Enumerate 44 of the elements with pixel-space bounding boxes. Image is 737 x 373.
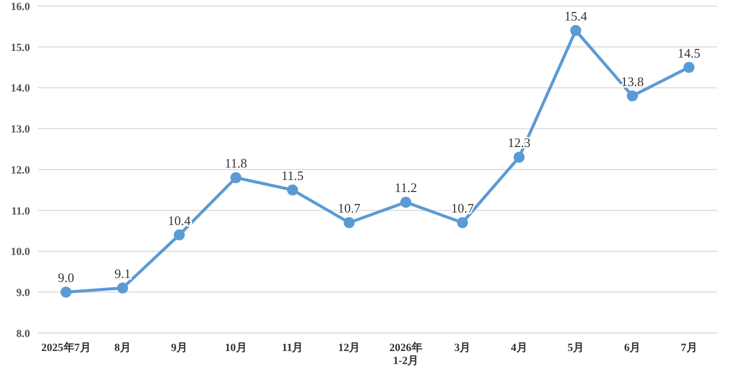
point (287, 184, 298, 196)
point (400, 196, 412, 208)
data-label: 13.8 (620, 74, 644, 89)
x-tick-label: 8月 (114, 342, 131, 354)
y-tick-label: 16.0 (10, 0, 30, 13)
x-tick-label: 11月 (282, 342, 304, 354)
point (174, 229, 185, 240)
y-tick-label: 12.0 (10, 164, 30, 176)
x-tick-label: 6月 (624, 342, 641, 354)
x-tick-label: 7月 (680, 342, 698, 354)
x-tick-label: 4月 (510, 342, 528, 354)
point (514, 152, 525, 163)
point (344, 217, 355, 228)
y-tick-label: 13.0 (10, 124, 30, 136)
data-label: 11.2 (394, 180, 417, 196)
x-tick-label: 10月 (224, 342, 247, 354)
y-tick-label: 9.0 (16, 287, 30, 300)
point (60, 286, 72, 298)
point (456, 217, 468, 228)
data-label: 10.7 (338, 200, 362, 216)
x-tick-label: 2026年 1-2月 (389, 341, 422, 367)
point (117, 282, 128, 294)
data-label: 14.5 (678, 45, 700, 60)
data-label: 10.4 (168, 212, 192, 228)
x-tick-label: 3月 (454, 342, 471, 354)
x-tick-label: 5月 (567, 342, 584, 354)
x-tick-label: 2025年7月 (41, 341, 91, 354)
point (684, 62, 694, 73)
y-tick-label: 11.0 (11, 205, 30, 218)
point (570, 25, 582, 36)
y-tick-label: 8.0 (16, 328, 30, 340)
data-label: 9.1 (114, 266, 131, 282)
x-tick-label: 9月 (171, 342, 188, 354)
point (230, 172, 242, 184)
y-tick-label: 15.0 (10, 42, 30, 54)
x-tick-label: 12月 (338, 342, 360, 354)
y-tick-label: 14.0 (10, 82, 30, 95)
data-label: 9.0 (58, 270, 74, 286)
y-tick-label: 10.0 (10, 246, 30, 258)
data-label: 11.5 (281, 168, 304, 183)
data-label: 11.8 (224, 156, 248, 171)
data-label: 10.7 (451, 200, 474, 216)
point (626, 90, 638, 102)
data-label: 15.4 (564, 8, 588, 24)
